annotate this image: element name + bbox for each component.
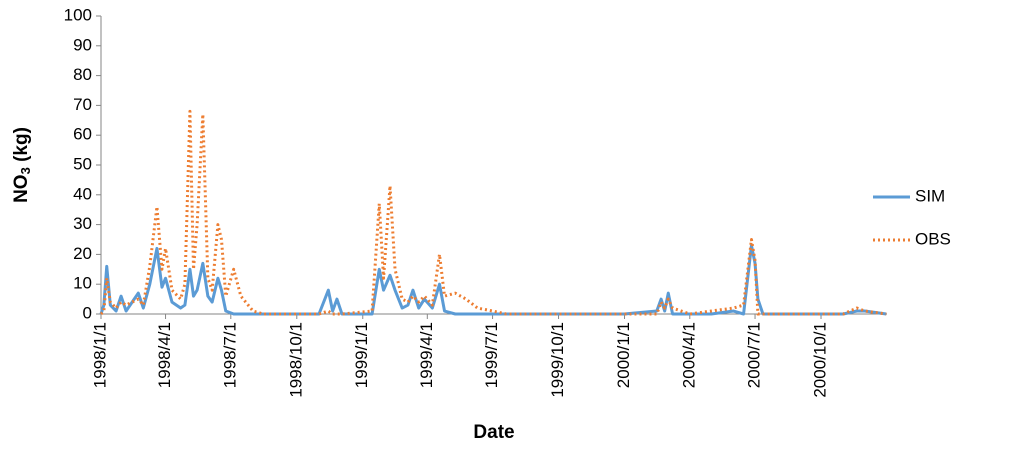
- y-tick-label: 60: [73, 125, 92, 144]
- series-line: [99, 243, 887, 316]
- x-tick-label: 1999/1/1: [352, 322, 371, 388]
- y-tick-label: 40: [73, 184, 92, 203]
- x-tick-label: 1998/1/1: [90, 322, 109, 388]
- y-tick-label: 90: [73, 35, 92, 54]
- legend-label: SIM: [915, 186, 945, 205]
- y-label-unit: (kg): [11, 127, 32, 167]
- y-axis-label: NO3 (kg): [11, 127, 33, 203]
- y-label-main: NO: [11, 174, 32, 203]
- x-tick-label: 1999/10/1: [548, 322, 567, 398]
- y-tick-label: 0: [83, 303, 92, 322]
- x-axis-label: Date: [473, 422, 514, 443]
- x-tick-label: 1999/4/1: [417, 322, 436, 388]
- y-label-sub: 3: [18, 167, 33, 174]
- x-tick-label: 2000/4/1: [679, 322, 698, 388]
- legend-label: OBS: [915, 229, 951, 248]
- y-tick-label: 80: [73, 65, 92, 84]
- y-tick-label: 50: [73, 154, 92, 173]
- y-tick-label: 30: [73, 214, 92, 233]
- y-tick-label: 20: [73, 244, 92, 263]
- x-tick-label: 1998/4/1: [155, 322, 174, 388]
- y-tick-label: 70: [73, 95, 92, 114]
- x-tick-label: 1998/10/1: [286, 322, 305, 398]
- x-tick-label: 1999/7/1: [482, 322, 501, 388]
- y-tick-label: 100: [64, 5, 92, 24]
- series-line: [99, 109, 887, 316]
- x-tick-label: 1998/7/1: [220, 322, 239, 388]
- x-tick-label: 2000/1/1: [614, 322, 633, 388]
- x-tick-label: 2000/10/1: [811, 322, 830, 398]
- y-tick-label: 10: [73, 274, 92, 293]
- x-tick-label: 2000/7/1: [745, 322, 764, 388]
